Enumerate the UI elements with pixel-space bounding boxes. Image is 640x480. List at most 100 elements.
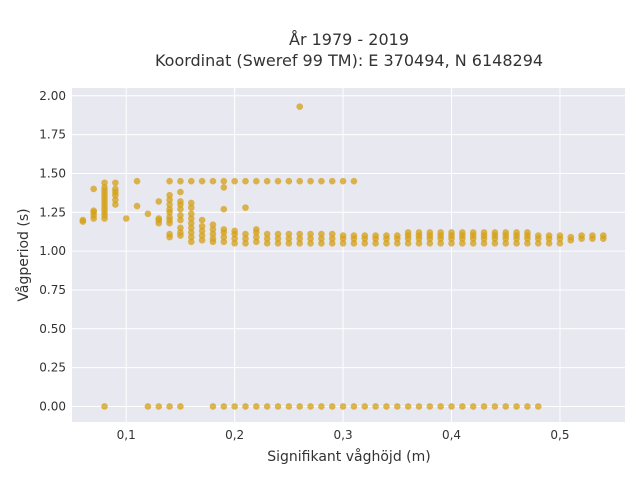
scatter-point bbox=[448, 229, 455, 236]
scatter-point bbox=[328, 403, 336, 410]
scatter-point bbox=[166, 191, 173, 199]
scatter-point bbox=[231, 403, 238, 410]
scatter-point bbox=[166, 196, 173, 204]
x-tick-label: 0,4 bbox=[442, 428, 461, 442]
scatter-point bbox=[318, 403, 325, 410]
scatter-point bbox=[296, 235, 304, 242]
scatter-point bbox=[263, 240, 271, 247]
scatter-point bbox=[198, 232, 206, 239]
scatter-point bbox=[220, 238, 228, 246]
scatter-point bbox=[187, 224, 195, 232]
scatter-point bbox=[318, 230, 325, 238]
scatter-point bbox=[513, 229, 520, 236]
scatter-point bbox=[361, 240, 369, 247]
scatter-point bbox=[307, 235, 314, 242]
y-tick-label: 0.00 bbox=[39, 399, 66, 413]
scatter-point bbox=[328, 230, 336, 238]
scatter-point bbox=[513, 403, 520, 410]
scatter-point bbox=[296, 403, 304, 410]
scatter-point bbox=[187, 215, 195, 222]
scatter-point bbox=[491, 240, 499, 247]
scatter-point bbox=[231, 227, 238, 235]
scatter-point bbox=[187, 229, 195, 236]
scatter-point bbox=[166, 177, 173, 185]
scatter-point bbox=[491, 229, 499, 236]
scatter-point bbox=[350, 240, 358, 247]
scatter-point bbox=[524, 403, 531, 410]
scatter-point bbox=[166, 403, 173, 410]
scatter-point bbox=[578, 232, 585, 239]
scatter-point bbox=[480, 229, 488, 236]
scatter-point bbox=[166, 213, 173, 221]
scatter-point bbox=[469, 240, 477, 247]
scatter-point bbox=[198, 222, 206, 230]
data-points bbox=[79, 103, 607, 410]
scatter-point bbox=[285, 230, 293, 238]
scatter-point bbox=[177, 205, 184, 213]
scatter-point bbox=[404, 229, 412, 236]
scatter-point bbox=[198, 216, 206, 224]
scatter-point bbox=[372, 240, 379, 247]
scatter-point bbox=[166, 230, 173, 238]
scatter-point bbox=[79, 216, 87, 224]
scatter-point bbox=[339, 177, 347, 185]
scatter-point bbox=[318, 240, 325, 247]
y-tick-label: 1.00 bbox=[39, 244, 66, 258]
scatter-point bbox=[155, 403, 163, 410]
scatter-point bbox=[448, 240, 455, 247]
scatter-point bbox=[209, 221, 217, 229]
scatter-point bbox=[567, 233, 575, 241]
scatter-point bbox=[274, 403, 282, 410]
scatter-point bbox=[448, 403, 455, 410]
scatter-point bbox=[209, 403, 217, 410]
scatter-point bbox=[220, 184, 228, 191]
scatter-point bbox=[253, 233, 260, 241]
scatter-point bbox=[242, 204, 249, 211]
scatter-point bbox=[339, 403, 347, 410]
scatter-point bbox=[101, 179, 108, 187]
scatter-point bbox=[437, 403, 444, 410]
scatter-point bbox=[177, 177, 184, 185]
scatter-point bbox=[90, 185, 97, 193]
scatter-point bbox=[307, 403, 314, 410]
scatter-point bbox=[524, 229, 531, 236]
scatter-point bbox=[187, 233, 195, 241]
scatter-point bbox=[209, 230, 217, 238]
scatter-point bbox=[469, 403, 477, 410]
scatter-point bbox=[469, 229, 477, 236]
scatter-point bbox=[231, 240, 238, 247]
scatter-point bbox=[101, 403, 108, 410]
scatter-point bbox=[296, 103, 304, 110]
scatter-point bbox=[274, 240, 282, 247]
scatter-point bbox=[589, 232, 596, 239]
plot-area bbox=[72, 88, 625, 422]
scatter-point bbox=[350, 232, 358, 239]
scatter-point bbox=[350, 177, 358, 185]
x-axis-label: Signifikant våghöjd (m) bbox=[267, 448, 430, 465]
scatter-point bbox=[545, 240, 553, 247]
grid-lines bbox=[72, 88, 625, 422]
scatter-point bbox=[480, 403, 488, 410]
scatter-point bbox=[524, 240, 531, 247]
y-tick-label: 0.50 bbox=[39, 322, 66, 336]
scatter-point bbox=[112, 201, 119, 208]
scatter-point bbox=[166, 205, 173, 213]
scatter-point bbox=[274, 230, 282, 238]
y-tick-label: 1.50 bbox=[39, 166, 66, 180]
scatter-point bbox=[209, 226, 217, 233]
scatter-point bbox=[285, 177, 293, 185]
scatter-point bbox=[101, 184, 108, 191]
x-tick-label: 0,1 bbox=[117, 428, 136, 442]
scatter-point bbox=[133, 202, 141, 210]
scatter-point bbox=[415, 403, 423, 410]
scatter-point bbox=[404, 240, 412, 247]
scatter-point bbox=[285, 235, 293, 242]
chart-title-line-2: Koordinat (Sweref 99 TM): E 370494, N 61… bbox=[155, 51, 543, 70]
scatter-point bbox=[242, 230, 249, 238]
scatter-point bbox=[556, 240, 564, 247]
scatter-point bbox=[231, 235, 238, 242]
scatter-point bbox=[242, 235, 249, 242]
scatter-point bbox=[112, 196, 119, 204]
x-tick-label: 0,5 bbox=[550, 428, 569, 442]
